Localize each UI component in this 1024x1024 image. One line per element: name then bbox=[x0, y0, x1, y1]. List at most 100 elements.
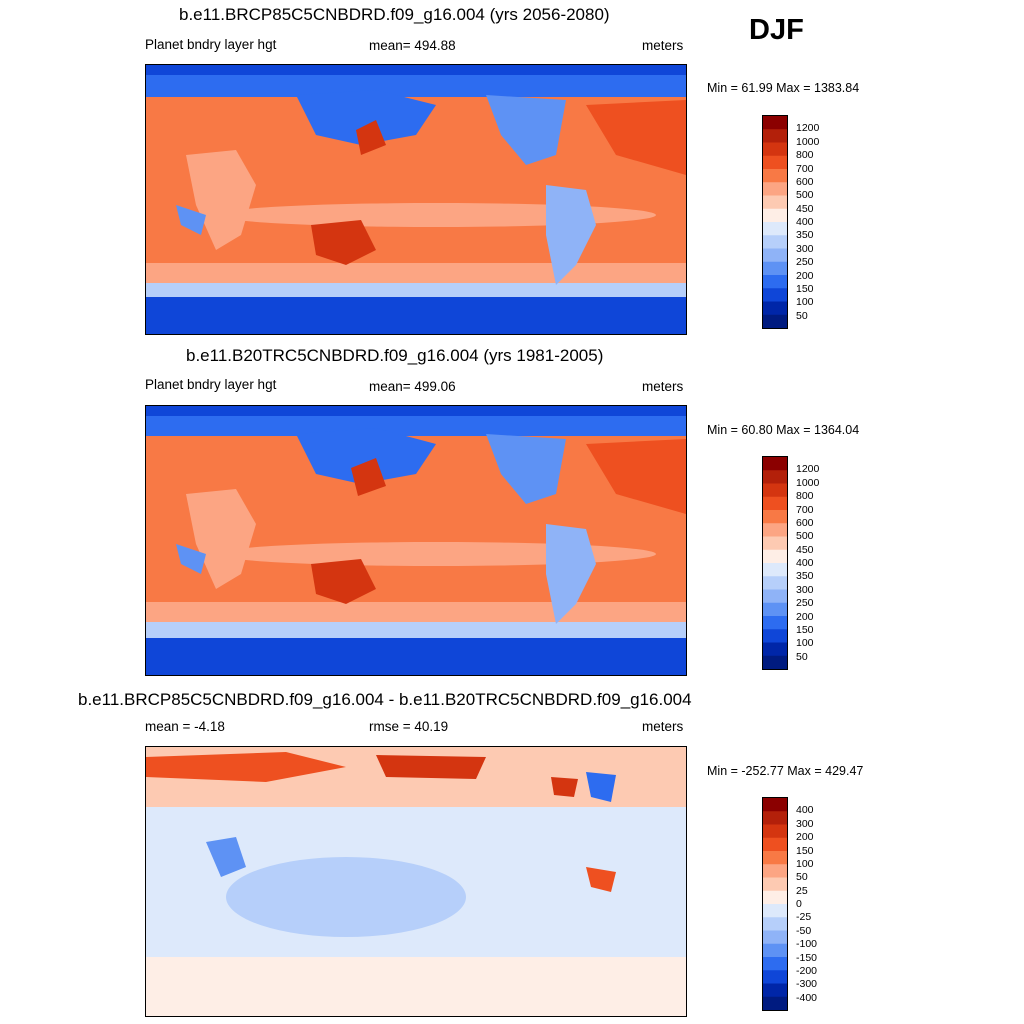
colorbar-tick-label: -400 bbox=[796, 991, 818, 1004]
colorbar-swatch bbox=[763, 483, 787, 498]
colorbar-tick-label: 700 bbox=[796, 162, 814, 175]
colorbar-swatch bbox=[763, 576, 787, 591]
colorbar-tick-label: 50 bbox=[796, 871, 808, 884]
panel-2-map bbox=[145, 405, 687, 676]
kuroshio-feature bbox=[356, 120, 386, 155]
colorbar-tick-label: -50 bbox=[796, 924, 812, 937]
colorbar-swatch bbox=[763, 811, 787, 826]
panel-2-colorbar bbox=[762, 456, 788, 670]
hudson-bay-feature bbox=[551, 777, 578, 797]
colorbar-swatch bbox=[763, 510, 787, 524]
panel-2-map-field bbox=[146, 406, 686, 675]
colorbar-tick-label: 25 bbox=[796, 884, 808, 897]
colorbar-tick-label: 600 bbox=[796, 175, 814, 188]
colorbar-swatch bbox=[763, 589, 787, 604]
panel-2-title: b.e11.B20TRC5CNBDRD.f09_g16.004 (yrs 198… bbox=[186, 346, 604, 365]
panel-1-title: b.e11.BRCP85C5CNBDRD.f09_g16.004 (yrs 20… bbox=[179, 5, 610, 24]
polar-cap-north bbox=[146, 406, 686, 416]
panel-3-colorbar bbox=[762, 797, 788, 1011]
colorbar-swatch bbox=[763, 195, 787, 210]
labrador-sea-feature bbox=[586, 772, 616, 802]
arctic-warming-west bbox=[146, 752, 346, 782]
colorbar-swatch bbox=[763, 798, 787, 812]
colorbar-tick-label: 150 bbox=[796, 844, 814, 857]
colorbar-swatch bbox=[763, 470, 787, 485]
colorbar-tick-label: 500 bbox=[796, 189, 814, 202]
colorbar-tick-label: 1000 bbox=[796, 476, 820, 489]
east-africa-feature bbox=[206, 837, 246, 877]
colorbar-swatch bbox=[763, 496, 787, 511]
panel-3-rmse-label: rmse = 40.19 bbox=[369, 719, 449, 734]
colorbar-tick-label: 200 bbox=[796, 610, 814, 623]
panel-2-variable-label: Planet bndry layer hgt bbox=[145, 377, 277, 392]
panel-2-colorbar-swatches bbox=[763, 457, 787, 669]
colorbar-swatch bbox=[763, 155, 787, 170]
south-america-landmass bbox=[546, 524, 596, 624]
southern-ocean-band bbox=[146, 263, 686, 285]
colorbar-tick-label: -25 bbox=[796, 911, 812, 924]
colorbar-swatch bbox=[763, 890, 787, 905]
colorbar-tick-label: 350 bbox=[796, 570, 814, 583]
southern-difference-band bbox=[146, 957, 686, 1016]
colorbar-swatch bbox=[763, 824, 787, 839]
panel-3-minmax-label: Min = -252.77 Max = 429.47 bbox=[707, 764, 864, 778]
colorbar-tick-label: 350 bbox=[796, 229, 814, 242]
colorbar-tick-label: 400 bbox=[796, 804, 814, 817]
colorbar-swatch bbox=[763, 970, 787, 985]
panel-1-units-label: meters bbox=[642, 38, 684, 53]
north-atlantic-feature bbox=[586, 100, 686, 175]
southern-band-light bbox=[146, 622, 686, 640]
panel-3-colorbar-swatches bbox=[763, 798, 787, 1010]
colorbar-tick-label: 100 bbox=[796, 637, 814, 650]
colorbar-tick-label: 300 bbox=[796, 583, 814, 596]
colorbar-tick-label: 800 bbox=[796, 490, 814, 503]
colorbar-tick-label: 700 bbox=[796, 503, 814, 516]
asia-landmass bbox=[296, 90, 436, 145]
colorbar-swatch bbox=[763, 930, 787, 945]
australia-landmass bbox=[311, 220, 376, 265]
colorbar-swatch bbox=[763, 288, 787, 303]
colorbar-tick-label: -150 bbox=[796, 951, 818, 964]
panel-3-map-field bbox=[146, 747, 686, 1016]
colorbar-tick-label: 150 bbox=[796, 623, 814, 636]
panel-2-units-label: meters bbox=[642, 379, 684, 394]
colorbar-tick-label: -100 bbox=[796, 938, 818, 951]
colorbar-swatch bbox=[763, 837, 787, 852]
colorbar-tick-label: 250 bbox=[796, 597, 814, 610]
colorbar-tick-label: 400 bbox=[796, 557, 814, 569]
colorbar-swatch bbox=[763, 523, 787, 538]
colorbar-tick-label: 200 bbox=[796, 269, 814, 282]
colorbar-tick-label: 600 bbox=[796, 516, 814, 529]
colorbar-swatch bbox=[763, 563, 787, 577]
colorbar-tick-label: 450 bbox=[796, 202, 814, 215]
panel-1-variable-label: Planet bndry layer hgt bbox=[145, 37, 277, 52]
colorbar-tick-label: 300 bbox=[796, 242, 814, 255]
colorbar-swatch bbox=[763, 549, 787, 564]
colorbar-swatch bbox=[763, 169, 787, 183]
season-label: DJF bbox=[749, 14, 804, 46]
colorbar-swatch bbox=[763, 129, 787, 144]
colorbar-tick-label: 0 bbox=[796, 898, 802, 910]
southern-ocean-band bbox=[146, 602, 686, 624]
colorbar-swatch bbox=[763, 957, 787, 971]
central-africa-feature bbox=[176, 544, 206, 574]
antarctic-band bbox=[146, 297, 686, 334]
colorbar-tick-label: 1000 bbox=[796, 135, 820, 148]
colorbar-tick-label: -200 bbox=[796, 964, 818, 977]
colorbar-swatch bbox=[763, 864, 787, 879]
colorbar-swatch bbox=[763, 222, 787, 236]
colorbar-tick-label: 500 bbox=[796, 530, 814, 543]
australia-landmass bbox=[311, 559, 376, 604]
colorbar-tick-label: 150 bbox=[796, 282, 814, 295]
colorbar-swatch bbox=[763, 629, 787, 644]
colorbar-tick-label: 50 bbox=[796, 309, 808, 322]
colorbar-swatch bbox=[763, 235, 787, 250]
panel-3-map bbox=[145, 746, 687, 1017]
north-america-landmass bbox=[486, 95, 566, 165]
panel-2-mean-label: mean= 499.06 bbox=[369, 379, 456, 394]
panel-3-units-label: meters bbox=[642, 719, 684, 734]
panel-2-minmax-label: Min = 60.80 Max = 1364.04 bbox=[707, 423, 860, 437]
panel-3-title: b.e11.BRCP85C5CNBDRD.f09_g16.004 - b.e11… bbox=[78, 690, 692, 709]
panel-1-colorbar bbox=[762, 115, 788, 329]
africa-landmass bbox=[186, 489, 256, 589]
